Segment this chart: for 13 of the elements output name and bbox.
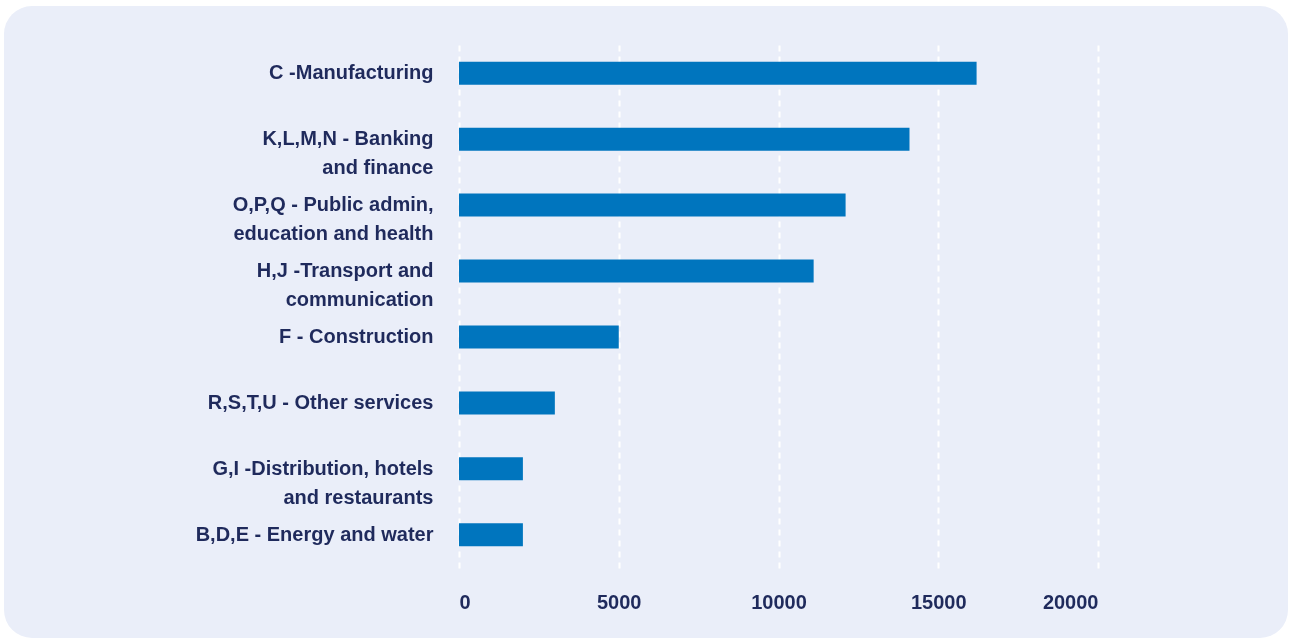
y-tick-label: R,S,T,U - Other services <box>207 390 434 413</box>
x-tick-label: 15000 <box>910 590 967 613</box>
y-tick-label: F - Construction <box>279 324 434 347</box>
y-tick-label: K,L,M,N - Banking and finance <box>262 127 434 179</box>
x-tick-label: 5000 <box>597 590 642 613</box>
x-tick-label: 20000 <box>1042 590 1099 613</box>
x-tick-label: 0 <box>459 590 471 613</box>
y-tick-label: B,D,E - Energy and water <box>195 522 434 545</box>
x-tick-label: 10000 <box>751 590 807 613</box>
y-tick-label: G,I -Distribution, hotels and restaurants <box>212 456 434 508</box>
y-tick-label: O,P,Q - Public admin, education and health <box>232 193 434 245</box>
y-tick-label: C -Manufacturing <box>269 61 434 84</box>
y-tick-label: H,J -Transport and communication <box>256 259 434 311</box>
